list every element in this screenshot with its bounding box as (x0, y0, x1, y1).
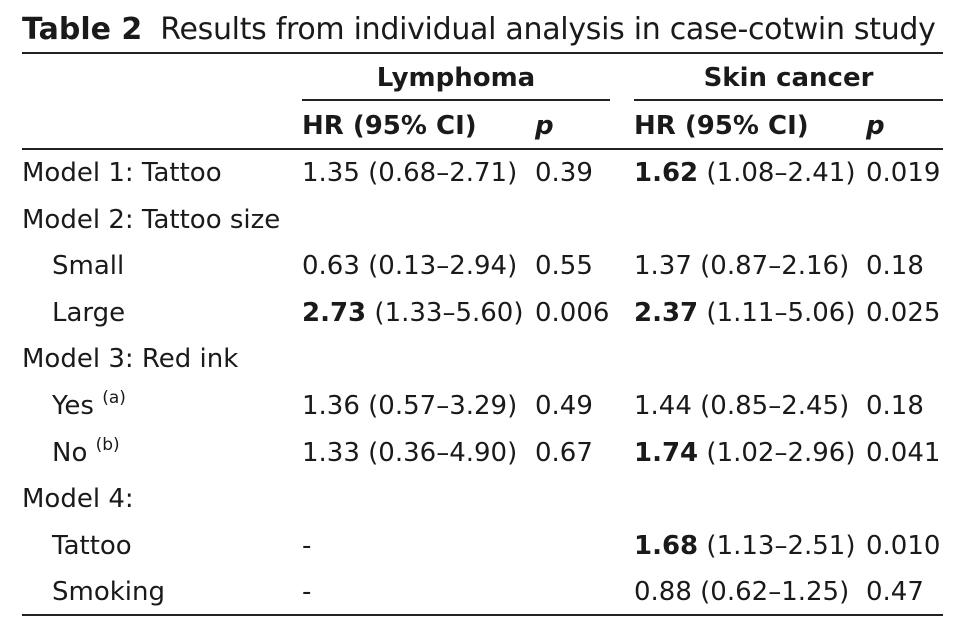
col-p-lymphoma: p (535, 111, 554, 141)
row-label-text: Model 3: Red ink (22, 344, 239, 375)
skin-hr-cell: 0.88 (0.62–1.25) (634, 569, 849, 615)
hr-point-estimate: 1.68 (634, 530, 699, 561)
row-label: No (b) (52, 430, 120, 476)
hr-confidence-interval: 1.33 (0.36–4.90) (302, 437, 518, 468)
table-row: Small 0.63 (0.13–2.94) 0.55 1.37 (0.87–2.16… (0, 243, 973, 289)
table-row: Smoking - 0.88 (0.62–1.25) 0.47 (0, 569, 973, 615)
hr-confidence-interval: (1.11–5.06) (698, 297, 856, 328)
row-label-text: No (52, 437, 96, 468)
lymphoma-hr-cell: - (302, 523, 311, 569)
lymphoma-hr-cell: - (302, 569, 311, 615)
footnote-marker: (b) (95, 434, 120, 455)
skin-hr-cell: 1.62 (1.08–2.41) (634, 150, 856, 196)
row-label-text: Model 4: (22, 484, 134, 515)
table-number: Table 2 (22, 12, 143, 47)
row-label: Model 2: Tattoo size (22, 197, 280, 243)
lymphoma-p-cell: 0.39 (535, 158, 593, 188)
table-row: No (b) 1.33 (0.36–4.90) 0.67 1.74 (1.02–2.9… (0, 430, 973, 476)
hr-point-estimate: 2.73 (302, 297, 367, 328)
table-row: Tattoo - 1.68 (1.13–2.51) 0.010 (0, 523, 973, 569)
skin-hr-cell: 1.68 (1.13–2.51) (634, 523, 856, 569)
hr-confidence-interval: 1.35 (0.68–2.71) (302, 158, 518, 188)
skin-hr-cell: 1.44 (0.85–2.45) (634, 383, 849, 429)
row-label-text: Large (52, 297, 126, 328)
hr-point-estimate: 1.74 (634, 437, 699, 468)
lymphoma-hr-cell: 2.73 (1.33–5.60) (302, 290, 524, 336)
hr-confidence-interval: 0.88 (0.62–1.25) (634, 577, 850, 608)
skin-p-cell: 0.025 (866, 297, 941, 328)
table-row: Model 1: Tattoo 1.35 (0.68–2.71) 0.39 1.62 … (0, 150, 973, 196)
lymphoma-p-cell: 0.67 (535, 437, 593, 468)
skin-hr-cell: 1.37 (0.87–2.16) (634, 243, 849, 289)
row-label: Small (52, 243, 124, 289)
row-label: Model 4: (22, 476, 134, 522)
skin-p-cell: 0.47 (866, 577, 924, 608)
skin-hr-cell: 2.37 (1.11–5.06) (634, 290, 856, 336)
hr-confidence-interval: (1.08–2.41) (698, 158, 856, 188)
row-label: Large (52, 290, 125, 336)
table-title: Results from individual analysis in case… (160, 12, 936, 47)
lymphoma-hr-cell: 1.36 (0.57–3.29) (302, 383, 517, 429)
lymphoma-hr-cell: 1.33 (0.36–4.90) (302, 430, 517, 476)
hr-confidence-interval: (1.02–2.96) (698, 437, 856, 468)
lymphoma-hr-cell: 0.63 (0.13–2.94) (302, 243, 517, 289)
row-label-text: Tattoo (52, 530, 132, 561)
hr-point-estimate: 1.62 (634, 158, 699, 188)
table-row: Model 4: (0, 476, 973, 522)
skin-p-cell: 0.18 (866, 391, 924, 421)
col-group-skin-cancer: Skin cancer (703, 63, 874, 93)
hr-confidence-interval: - (302, 530, 312, 561)
col-hr-skin: HR (95% CI) (634, 111, 809, 141)
col-group-lymphoma: Lymphoma (376, 63, 536, 93)
lymphoma-p-cell: 0.55 (535, 251, 593, 282)
row-label: Tattoo (52, 523, 132, 569)
hr-confidence-interval: 0.63 (0.13–2.94) (302, 251, 518, 282)
table-row: Large 2.73 (1.33–5.60) 0.006 2.37 (1.11–5.0… (0, 290, 973, 336)
lymphoma-p-cell: 0.49 (535, 391, 593, 421)
table-row: Model 2: Tattoo size (0, 197, 973, 243)
row-label: Yes (a) (52, 383, 126, 429)
footnote-marker: (a) (102, 388, 126, 408)
hr-point-estimate: 2.37 (634, 297, 699, 328)
table-row: Yes (a) 1.36 (0.57–3.29) 0.49 1.44 (0.85–2.… (0, 383, 973, 429)
table-row: Model 3: Red ink (0, 336, 973, 382)
row-label-text: Model 2: Tattoo size (22, 204, 281, 235)
row-label: Smoking (52, 569, 165, 615)
skin-hr-cell: 1.74 (1.02–2.96) (634, 430, 856, 476)
skin-p-cell: 0.041 (866, 437, 941, 468)
top-rule (22, 52, 943, 54)
hr-confidence-interval: 1.44 (0.85–2.45) (634, 391, 850, 421)
bottom-rule (22, 614, 943, 616)
table-caption: Table 2 Results from individual analysis … (22, 8, 936, 52)
group-rule-skin-cancer (634, 99, 943, 101)
col-p-skin: p (866, 111, 885, 141)
skin-p-cell: 0.019 (866, 158, 941, 188)
group-rule-lymphoma (302, 99, 610, 101)
hr-confidence-interval: - (302, 577, 312, 608)
row-label: Model 3: Red ink (22, 336, 238, 382)
hr-confidence-interval: (1.13–2.51) (698, 530, 856, 561)
hr-confidence-interval: (1.33–5.60) (366, 297, 524, 328)
lymphoma-p-cell: 0.006 (535, 297, 610, 328)
header-rule (22, 148, 943, 150)
row-label-text: Smoking (52, 577, 166, 608)
hr-confidence-interval: 1.37 (0.87–2.16) (634, 251, 850, 282)
row-label-text: Model 1: Tattoo (22, 158, 222, 188)
lymphoma-hr-cell: 1.35 (0.68–2.71) (302, 150, 517, 196)
skin-p-cell: 0.010 (866, 530, 941, 561)
col-hr-lymphoma: HR (95% CI) (302, 111, 477, 141)
row-label-text: Small (52, 251, 125, 282)
row-label: Model 1: Tattoo (22, 150, 222, 196)
skin-p-cell: 0.18 (866, 251, 924, 282)
row-label-text: Yes (52, 391, 103, 421)
hr-confidence-interval: 1.36 (0.57–3.29) (302, 391, 518, 421)
